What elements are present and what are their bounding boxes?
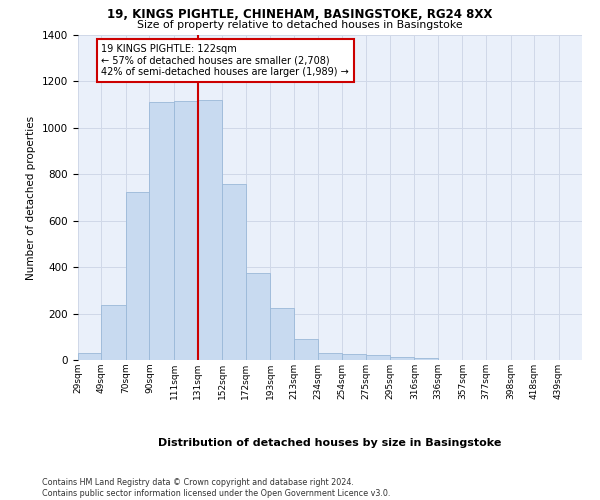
Bar [101, 306, 126, 360]
Y-axis label: Number of detached properties: Number of detached properties [26, 116, 37, 280]
Bar [415, 358, 438, 360]
Bar [270, 308, 293, 360]
Bar [149, 102, 174, 360]
Text: Size of property relative to detached houses in Basingstoke: Size of property relative to detached ho… [137, 20, 463, 30]
Bar [126, 192, 149, 360]
Bar [293, 339, 318, 360]
X-axis label: Distribution of detached houses by size in Basingstoke: Distribution of detached houses by size … [158, 438, 502, 448]
Bar [245, 273, 270, 360]
Bar [78, 353, 101, 360]
Text: 19, KINGS PIGHTLE, CHINEHAM, BASINGSTOKE, RG24 8XX: 19, KINGS PIGHTLE, CHINEHAM, BASINGSTOKE… [107, 8, 493, 20]
Bar [174, 101, 197, 360]
Text: Contains HM Land Registry data © Crown copyright and database right 2024.
Contai: Contains HM Land Registry data © Crown c… [42, 478, 391, 498]
Bar [197, 100, 222, 360]
Bar [222, 184, 245, 360]
Bar [342, 354, 367, 360]
Bar [318, 353, 342, 360]
Text: 19 KINGS PIGHTLE: 122sqm
← 57% of detached houses are smaller (2,708)
42% of sem: 19 KINGS PIGHTLE: 122sqm ← 57% of detach… [101, 44, 349, 78]
Bar [390, 356, 415, 360]
Bar [367, 356, 390, 360]
